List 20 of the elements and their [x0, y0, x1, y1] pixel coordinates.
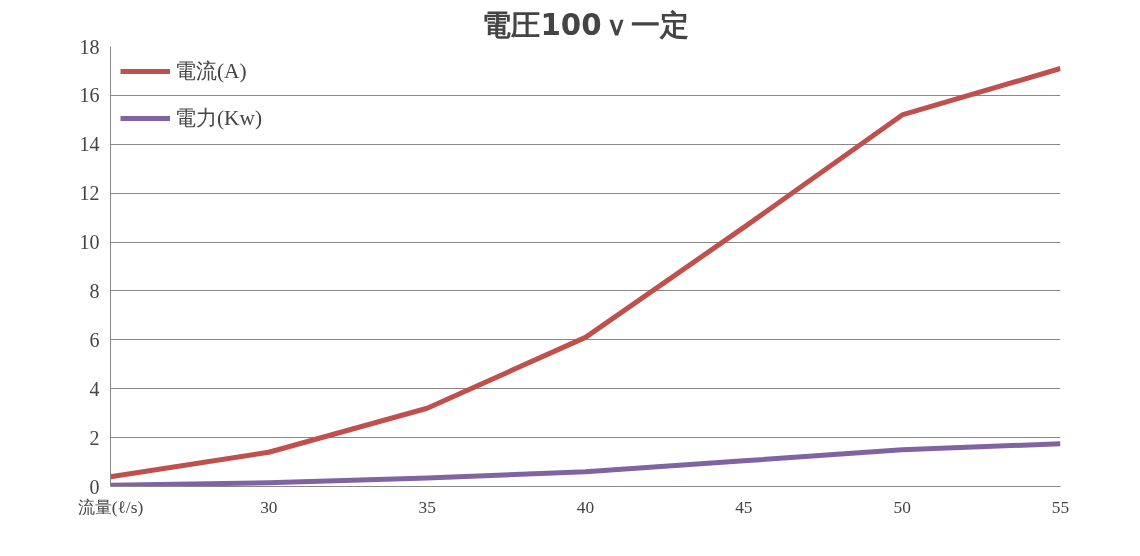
x-tick-label: 30	[260, 497, 278, 517]
legend-label: 電流(A)	[175, 58, 247, 85]
y-tick-label: 12	[79, 182, 100, 205]
x-tick-label: 45	[735, 497, 753, 517]
x-tick-label: 流量(ℓ/s)	[77, 497, 144, 517]
y-tick-label: 6	[89, 328, 100, 351]
chart-title: 電圧100ｖ一定	[482, 7, 689, 42]
y-tick-label: 16	[79, 84, 100, 107]
y-tick-label: 4	[89, 377, 100, 400]
legend-label: 電力(Kw)	[175, 105, 263, 132]
x-tick-label: 55	[1051, 497, 1070, 517]
y-tick-label: 10	[79, 231, 100, 254]
y-tick-label: 8	[89, 279, 100, 302]
x-tick-label: 50	[893, 497, 911, 517]
y-tick-label: 14	[79, 133, 100, 156]
y-tick-label: 2	[89, 426, 100, 449]
x-tick-label: 35	[418, 497, 436, 517]
y-tick-label: 18	[79, 35, 100, 58]
y-tick-label: 0	[89, 475, 100, 498]
x-tick-label: 40	[576, 497, 595, 517]
